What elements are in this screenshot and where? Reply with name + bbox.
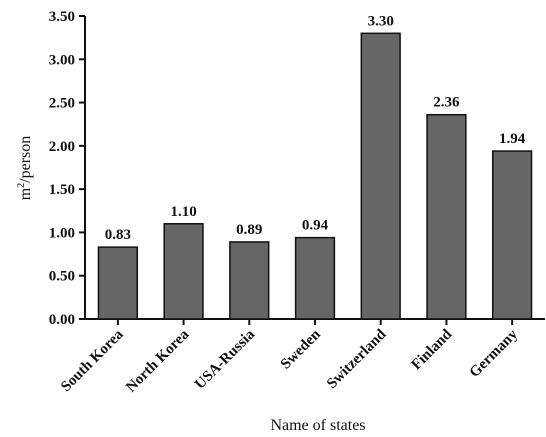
data-label: 0.83: [105, 227, 131, 243]
data-label: 1.10: [170, 204, 196, 220]
data-label: 3.30: [368, 13, 394, 29]
x-tick-label: Switzerland: [324, 326, 390, 392]
bar-germany: [492, 150, 533, 320]
data-label: 0.89: [236, 222, 262, 238]
bar-north-korea: [163, 223, 204, 320]
y-tick-label: 3.50: [49, 9, 75, 25]
bar-sweden: [294, 236, 336, 320]
x-tick-label: USA-Russia: [192, 326, 258, 392]
x-tick-label: Sweden: [278, 326, 325, 373]
y-tick-label: 0.00: [49, 312, 75, 328]
bar-south-korea: [97, 246, 138, 320]
y-tick-label: 0.50: [49, 269, 75, 285]
x-tick-label: Germany: [467, 326, 522, 381]
bar-switzerland: [360, 32, 401, 320]
plot-area: 0.00 0.50 1.00 1.50 2.00 2.50 3.00 3.50 0.83 Sout…: [49, 9, 545, 396]
x-tick-label: South Korea: [58, 326, 127, 395]
y-axis-title-text: m2/person: [16, 136, 34, 201]
bar-finland: [426, 113, 467, 320]
y-tick-label: 1.00: [49, 225, 75, 241]
bar-usa-russia: [229, 241, 270, 320]
x-tick-label: North Korea: [123, 326, 193, 396]
x-axis-title: Name of states: [270, 417, 365, 434]
data-label: 1.94: [499, 131, 526, 147]
y-tick-label: 2.50: [49, 96, 75, 112]
y-tick-label: 1.50: [49, 182, 75, 198]
data-label: 0.94: [302, 218, 329, 234]
y-tick-label: 2.00: [49, 139, 75, 155]
y-axis-title: m2/person: [16, 136, 34, 201]
x-tick-label: Finland: [409, 326, 456, 373]
data-label: 2.36: [433, 95, 460, 111]
y-tick-label: 3.00: [49, 52, 75, 68]
